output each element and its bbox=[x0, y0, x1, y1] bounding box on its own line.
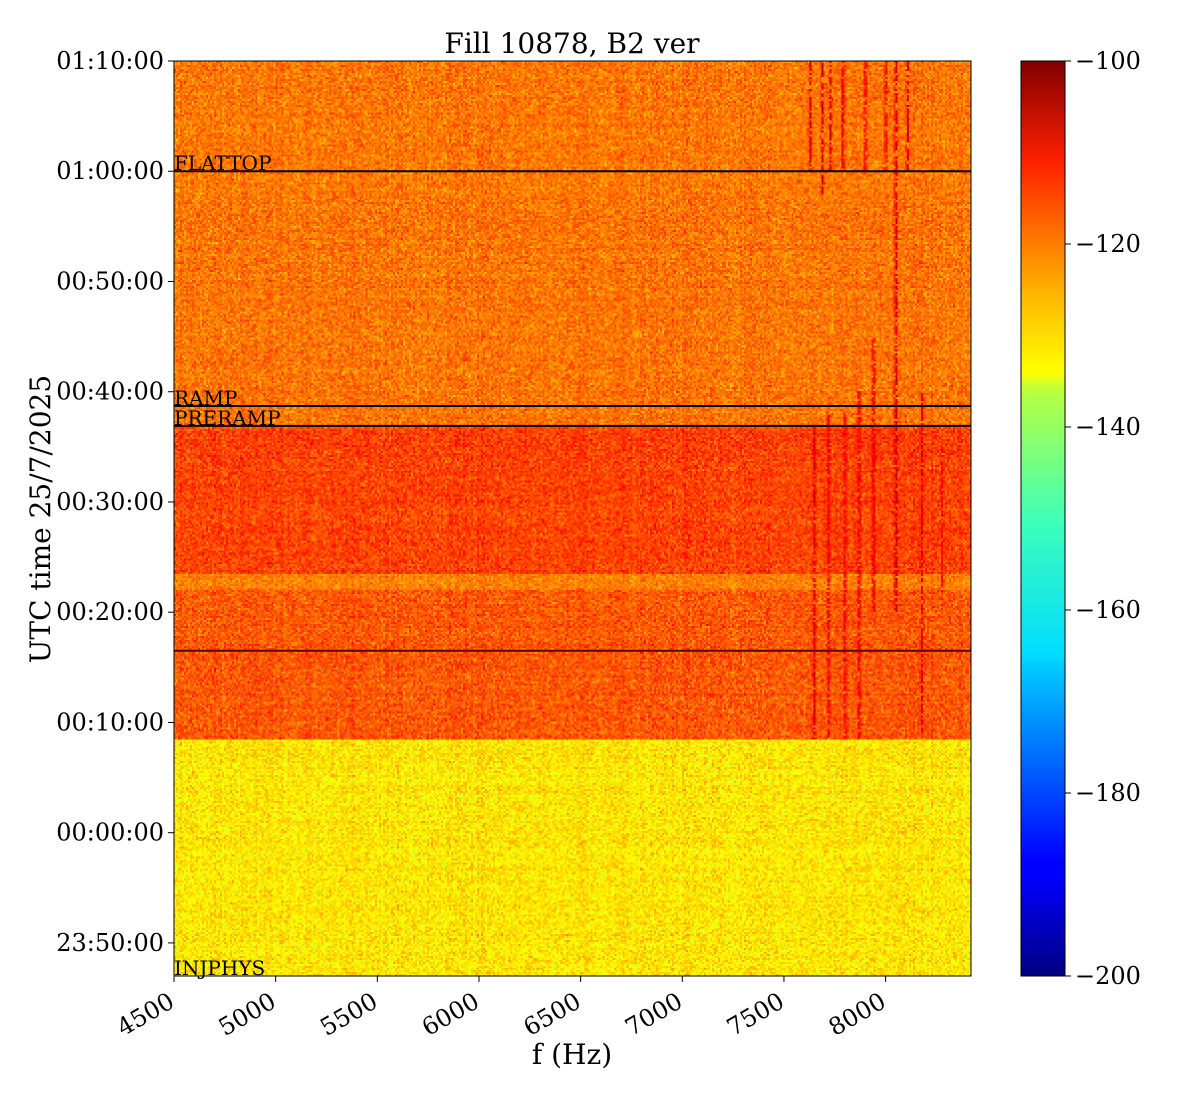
colorbar: −100 −120 −140 −160 −180 −200 bbox=[1020, 47, 1141, 990]
y-tick-label: 00:10:00 bbox=[56, 708, 164, 736]
colorbar-tick-label: −200 bbox=[1075, 962, 1141, 990]
colorbar-ticks: −100 −120 −140 −160 −180 −200 bbox=[1065, 47, 1141, 990]
y-tick-label: 00:50:00 bbox=[56, 267, 164, 295]
colorbar-tick-label: −120 bbox=[1075, 230, 1141, 258]
colorbar-tick-label: −180 bbox=[1075, 779, 1141, 807]
event-label: PRERAMP bbox=[174, 406, 281, 430]
y-tick-label: 01:00:00 bbox=[56, 157, 164, 185]
y-tick-label: 00:30:00 bbox=[56, 488, 164, 516]
x-tick-label: 6500 bbox=[519, 987, 586, 1042]
x-tick-label: 5000 bbox=[214, 987, 281, 1042]
y-tick-label: 00:00:00 bbox=[56, 819, 164, 847]
y-tick-label: 23:50:00 bbox=[56, 929, 164, 957]
x-axis-label: f (Hz) bbox=[532, 1038, 612, 1071]
x-axis: 4500 5000 5500 6000 6500 7000 7500 8000 bbox=[112, 976, 891, 1042]
x-tick-label: 6000 bbox=[417, 987, 484, 1042]
y-axis-label: UTC time 25/7/2025 bbox=[24, 375, 57, 663]
event-label: RAMP bbox=[174, 386, 237, 410]
colorbar-tick-label: −140 bbox=[1075, 413, 1141, 441]
x-tick-label: 7000 bbox=[620, 987, 687, 1042]
heatmap-image bbox=[174, 61, 971, 976]
y-tick-label: 01:10:00 bbox=[56, 47, 164, 75]
colorbar-gradient bbox=[1020, 60, 1066, 977]
x-tick-label: 7500 bbox=[722, 987, 789, 1042]
event-label: FLATTOP bbox=[174, 151, 271, 175]
x-tick-label: 5500 bbox=[315, 987, 382, 1042]
y-tick-label: 00:20:00 bbox=[56, 598, 164, 626]
x-tick-label: 4500 bbox=[112, 987, 179, 1042]
chart-title: Fill 10878, B2 ver bbox=[444, 27, 700, 60]
y-tick-label: 00:40:00 bbox=[56, 378, 164, 406]
colorbar-tick-label: −160 bbox=[1075, 596, 1141, 624]
y-axis: 01:10:00 01:00:00 00:50:00 00:40:00 00:30:00… bbox=[56, 47, 174, 957]
colorbar-tick-label: −100 bbox=[1075, 47, 1141, 75]
plot-frame bbox=[173, 60, 972, 977]
x-tick-label: 8000 bbox=[824, 987, 891, 1042]
